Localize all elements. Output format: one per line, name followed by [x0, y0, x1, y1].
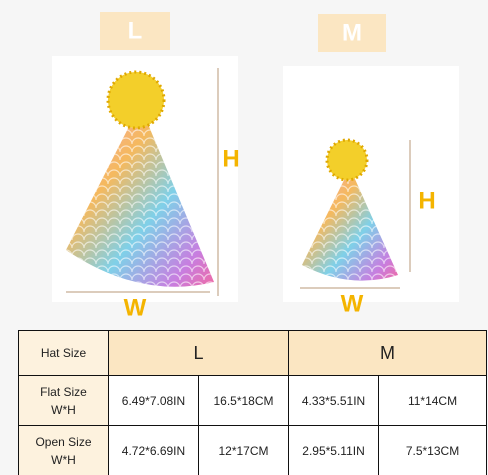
- size-table: Hat Size L M Flat Size W*H 6.49*7.08IN 16.5*18…: [18, 330, 488, 475]
- table-cell: 16.5*18CM: [197, 375, 290, 426]
- size-label-bg: [318, 14, 386, 52]
- table-cell: 12*17CM: [197, 425, 290, 475]
- table-row: Flat Size W*H 6.49*7.08IN 16.5*18CM 4.33*5.5…: [18, 375, 488, 426]
- row-label-line: W*H: [51, 402, 76, 417]
- table-row: Open Size W*H 4.72*6.69IN 12*17CM 2.95*5.11I…: [18, 425, 488, 475]
- pompom: [325, 138, 369, 182]
- header-row: Hat Size L M: [18, 330, 488, 376]
- row-label-line: W*H: [51, 452, 76, 467]
- table-cell: 6.49*7.08IN: [108, 375, 199, 426]
- hat-illustration: L M H W H W: [66, 12, 436, 322]
- table-cell: 2.95*5.11IN: [288, 425, 380, 475]
- row-label: Open Size W*H: [18, 425, 109, 475]
- hat-pattern: [66, 105, 214, 287]
- row-label-line: Flat Size: [40, 384, 87, 399]
- size-label-bg: [100, 12, 170, 50]
- dimension-label: H: [222, 145, 239, 172]
- table-cell: 11*14CM: [378, 375, 488, 426]
- pompom: [106, 70, 166, 130]
- table-cell: 7.5*13CM: [378, 425, 488, 475]
- dimension-label: W: [124, 294, 147, 321]
- dimension-label: W: [341, 290, 364, 317]
- header-cell: Hat Size: [18, 330, 109, 376]
- size-label: M: [342, 19, 362, 46]
- header-cell: M: [288, 330, 488, 376]
- row-label-line: Open Size: [35, 434, 92, 449]
- dimension-label: H: [418, 187, 435, 214]
- size-label: L: [128, 17, 143, 44]
- header-cell: L: [107, 330, 290, 376]
- row-label: Flat Size W*H: [18, 375, 109, 426]
- table-cell: 4.33*5.51IN: [288, 375, 380, 426]
- table-cell: 4.72*6.69IN: [108, 425, 199, 475]
- hat-pattern: [302, 168, 398, 281]
